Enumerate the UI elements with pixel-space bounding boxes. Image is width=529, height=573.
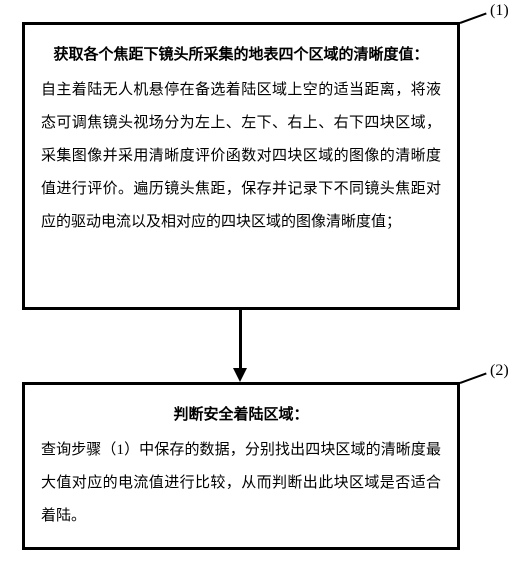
step1-body: 自主着陆无人机悬停在备选着陆区域上空的适当距离，将液态可调焦镜头视场分为左上、左… [41, 74, 441, 239]
label-1: (1) [490, 2, 509, 20]
step2-body: 查询步骤（1）中保存的数据，分别找出四块区域的清晰度最大值对应的电流值进行比较，… [41, 434, 441, 533]
flow-step-1: 获取各个焦距下镜头所采集的地表四个区域的清晰度值： 自主着陆无人机悬停在备选着陆… [22, 22, 460, 310]
arrow-head-icon [233, 368, 247, 382]
leader-line-2 [460, 372, 487, 383]
flow-step-2: 判断安全着陆区域： 查询步骤（1）中保存的数据，分别找出四块区域的清晰度最大值对… [22, 382, 460, 550]
label-2: (2) [490, 362, 509, 380]
step2-title: 判断安全着陆区域： [41, 399, 441, 432]
arrow-shaft [239, 310, 242, 368]
leader-line-1 [460, 12, 487, 23]
step1-title: 获取各个焦距下镜头所采集的地表四个区域的清晰度值： [41, 39, 441, 72]
